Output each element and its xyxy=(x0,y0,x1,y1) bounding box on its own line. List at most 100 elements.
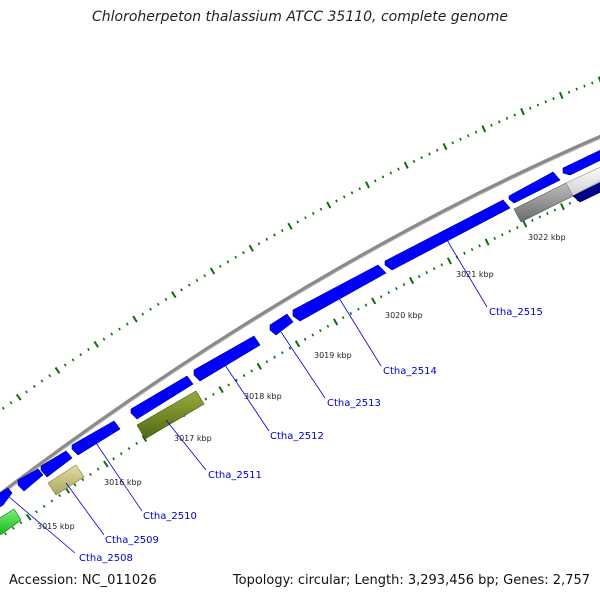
gene-label[interactable]: Ctha_2512 xyxy=(270,431,324,442)
tick-mark xyxy=(242,251,245,255)
tick-mark xyxy=(227,383,231,387)
tick-mark xyxy=(553,208,557,212)
tick-mark xyxy=(304,216,307,220)
tick-mark xyxy=(212,392,215,396)
tick-mark xyxy=(42,504,46,508)
tick-mark xyxy=(560,202,565,211)
tick-mark xyxy=(149,307,152,311)
tick-mark xyxy=(265,237,269,241)
tick-mark xyxy=(442,142,448,151)
leader-line xyxy=(280,331,326,399)
forward-strand-features xyxy=(0,150,600,508)
cds-arrow xyxy=(71,420,121,456)
gene-label[interactable]: Ctha_2511 xyxy=(208,470,262,481)
tick-mark xyxy=(403,161,409,169)
tick-mark xyxy=(497,120,501,124)
tick-mark xyxy=(250,369,254,373)
tick-mark xyxy=(103,460,109,468)
tick-mark xyxy=(187,283,191,287)
cds-arrow xyxy=(269,313,294,336)
kbp-label: 3017 kbp xyxy=(174,434,212,443)
tick-mark xyxy=(470,248,474,252)
tick-mark xyxy=(402,283,406,287)
gene-label[interactable]: Ctha_2514 xyxy=(383,366,437,377)
tick-mark xyxy=(597,76,600,83)
accession-text: Accession: NC_011026 xyxy=(9,573,157,588)
tick-mark xyxy=(35,510,38,514)
tick-mark xyxy=(156,302,160,306)
tick-mark xyxy=(112,457,115,461)
tick-mark xyxy=(209,267,216,275)
tick-mark xyxy=(63,363,67,367)
tick-mark xyxy=(226,260,230,264)
tick-mark xyxy=(71,358,75,362)
tick-mark xyxy=(93,340,100,348)
leader-line xyxy=(446,239,488,308)
tick-mark xyxy=(531,218,534,222)
tick-mark xyxy=(417,275,421,279)
gene-labels: Ctha_2508 Ctha_2509 Ctha_2510 Ctha_2511 … xyxy=(79,307,543,564)
tick-mark xyxy=(478,244,481,248)
tick-mark xyxy=(463,251,466,255)
tick-mark xyxy=(273,355,276,359)
tick-mark xyxy=(459,137,462,141)
tick-mark xyxy=(58,494,62,498)
tick-mark xyxy=(73,483,77,487)
tick-mark xyxy=(513,113,517,117)
tick-mark xyxy=(583,84,586,88)
gene-label[interactable]: Ctha_2513 xyxy=(327,398,381,409)
tick-mark xyxy=(311,333,315,337)
tick-mark xyxy=(552,97,555,101)
tick-mark xyxy=(428,152,431,156)
tick-mark xyxy=(180,288,183,292)
tick-mark xyxy=(474,130,478,134)
tick-mark xyxy=(19,521,23,525)
tick-mark xyxy=(395,287,398,291)
kbp-label: 3021 kbp xyxy=(456,270,494,279)
gene-label[interactable]: Ctha_2508 xyxy=(79,553,133,564)
tick-mark xyxy=(256,362,262,370)
leader-line xyxy=(7,495,76,554)
kbp-label: 3019 kbp xyxy=(314,351,352,360)
tick-mark xyxy=(365,181,370,189)
tick-mark xyxy=(119,452,123,456)
leader-line xyxy=(93,439,143,512)
tick-mark xyxy=(248,244,254,252)
tick-mark xyxy=(484,238,490,246)
gene-label-leaders xyxy=(7,239,488,554)
cds-arrow xyxy=(0,487,13,508)
tick-mark xyxy=(379,295,383,299)
tick-mark xyxy=(280,351,284,355)
cds-arrow xyxy=(292,264,387,322)
tick-mark xyxy=(242,374,246,378)
leader-line xyxy=(338,297,382,367)
gene-label[interactable]: Ctha_2510 xyxy=(143,511,197,522)
tick-mark xyxy=(342,195,346,199)
tick-mark xyxy=(591,81,594,85)
tick-mark xyxy=(446,257,452,265)
tick-mark xyxy=(164,297,168,302)
tick-mark xyxy=(389,171,393,175)
tick-mark xyxy=(125,322,129,326)
tick-mark xyxy=(440,263,444,267)
tick-mark xyxy=(171,291,177,299)
tick-mark xyxy=(490,123,493,127)
tick-mark xyxy=(381,175,385,179)
gene-label[interactable]: Ctha_2509 xyxy=(105,535,159,546)
genome-summary-text: Topology: circular; Length: 3,293,456 bp… xyxy=(232,573,590,588)
kbp-labels: 3015 kbp 3016 kbp 3017 kbp 3018 kbp 3019… xyxy=(37,233,566,531)
tick-mark xyxy=(371,297,377,305)
tick-mark xyxy=(195,278,199,282)
gene-label[interactable]: Ctha_2515 xyxy=(489,307,543,318)
tick-mark xyxy=(25,390,28,394)
tick-mark xyxy=(364,303,368,307)
tick-mark xyxy=(288,346,292,350)
tick-mark xyxy=(558,91,564,100)
tick-mark xyxy=(538,215,542,219)
tick-mark xyxy=(32,384,36,388)
tick-mark xyxy=(280,229,284,233)
kbp-label: 3022 kbp xyxy=(528,233,566,242)
tick-mark xyxy=(357,307,360,311)
tick-mark xyxy=(287,222,293,230)
